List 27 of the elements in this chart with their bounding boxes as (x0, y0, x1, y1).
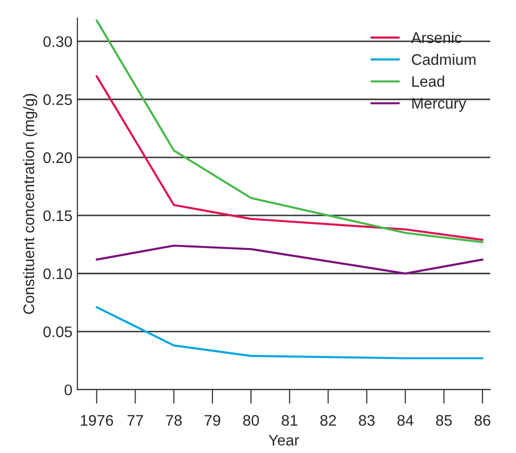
x-tick-label: 85 (436, 414, 452, 426)
legend-label: Lead (412, 76, 444, 87)
x-tick-label: 77 (128, 415, 143, 426)
x-tick-label: 80 (243, 414, 259, 426)
x-tick-label: 81 (282, 414, 298, 426)
line-series (96, 19, 484, 244)
legend-label: Mercury (412, 98, 466, 112)
y-tick-label: 0.30 (43, 36, 72, 48)
y-tick-label: 0 (64, 384, 72, 396)
x-tick-label: 83 (358, 414, 375, 426)
line-series (96, 244, 484, 275)
x-tick-label: 1976 (80, 414, 114, 426)
x-axis-title: Year (268, 434, 299, 446)
x-tick-label: 84 (397, 414, 414, 426)
x-tick-label: 79 (204, 414, 220, 426)
x-tick-label: 86 (474, 414, 490, 426)
y-tick-label: 0.15 (43, 210, 72, 222)
x-tick-label: 78 (166, 414, 182, 426)
y-axis-title: Constituent concentration (mg/g) (23, 94, 38, 314)
line-series (96, 306, 484, 360)
y-tick-label: 0.20 (43, 152, 72, 164)
y-tick-label: 0.10 (43, 268, 72, 280)
legend-label: Cadmium (412, 54, 476, 65)
line-series (96, 75, 484, 241)
y-tick-label: 0.25 (43, 94, 72, 106)
y-tick-label: 0.05 (43, 326, 72, 338)
x-tick-label: 82 (320, 414, 336, 426)
